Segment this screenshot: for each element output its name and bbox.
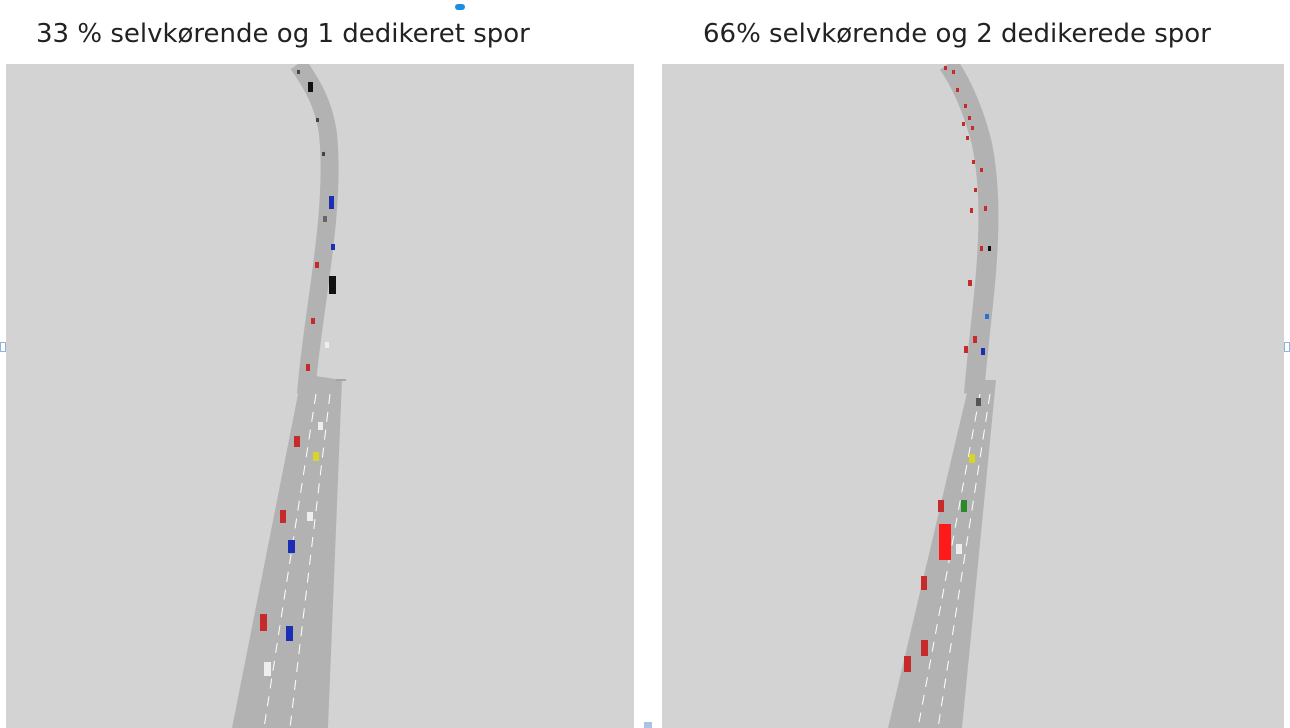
car-red <box>964 346 968 353</box>
car-red <box>966 136 969 140</box>
car-red <box>970 208 973 213</box>
car-red <box>962 122 965 126</box>
car-white <box>318 422 323 430</box>
panel-title-left: 33 % selvkørende og 1 dedikeret spor <box>36 19 530 49</box>
car-green <box>961 500 967 512</box>
car-blue <box>329 196 334 209</box>
car-yellow <box>313 452 319 461</box>
car-yellow <box>969 454 975 463</box>
truck-red <box>939 524 951 560</box>
car-white <box>264 662 271 676</box>
car-black <box>988 246 991 251</box>
car-dark <box>316 118 319 122</box>
car-white <box>325 342 329 348</box>
road-multilane <box>232 374 342 728</box>
selection-handle-bottom <box>644 722 652 728</box>
car-red <box>921 640 928 656</box>
car-red <box>921 576 927 590</box>
car-red <box>952 70 955 74</box>
car-red <box>972 160 975 164</box>
car-white <box>307 512 313 521</box>
car-red <box>904 656 911 672</box>
car-red <box>306 364 310 371</box>
car-red <box>315 262 319 268</box>
car-white <box>956 544 962 554</box>
lane-marking <box>289 393 331 728</box>
car-blue <box>331 244 335 250</box>
car-blue <box>286 626 293 641</box>
car-red <box>944 66 947 70</box>
car-red <box>973 336 977 343</box>
car-red <box>984 206 987 211</box>
panel-title-right: 66% selvkørende og 2 dedikerede spor <box>703 19 1211 49</box>
car-red <box>980 246 983 251</box>
car-red <box>294 436 300 447</box>
lane-marking <box>917 393 981 728</box>
lane-marking <box>263 393 317 728</box>
car-red <box>974 188 977 192</box>
car-red <box>980 168 983 172</box>
car-red <box>311 318 315 324</box>
car-red <box>964 104 967 108</box>
car-grey <box>976 398 981 406</box>
selection-handle-left <box>0 342 6 352</box>
road-scene-right <box>888 64 999 728</box>
car-red <box>971 126 974 130</box>
simulation-view-right <box>662 64 1284 728</box>
car-blue <box>981 348 985 355</box>
road-scene-left <box>232 64 346 728</box>
car-grey <box>323 216 327 222</box>
car-red <box>938 500 944 512</box>
car-black <box>329 276 336 294</box>
selection-handle-top <box>455 4 465 10</box>
car-blue <box>288 540 295 553</box>
car-red <box>280 510 286 523</box>
car-red <box>968 116 971 120</box>
car-red <box>968 280 972 286</box>
car-dark <box>297 70 300 74</box>
car-dark <box>322 152 325 156</box>
car-black <box>308 82 313 92</box>
car-red <box>260 614 267 631</box>
simulation-view-left <box>6 64 634 728</box>
lane-marking <box>937 393 991 728</box>
road-curve <box>290 64 339 395</box>
car-red <box>956 88 959 92</box>
car-blue <box>985 314 989 319</box>
road-curve <box>939 64 999 395</box>
selection-handle-right <box>1284 342 1290 352</box>
